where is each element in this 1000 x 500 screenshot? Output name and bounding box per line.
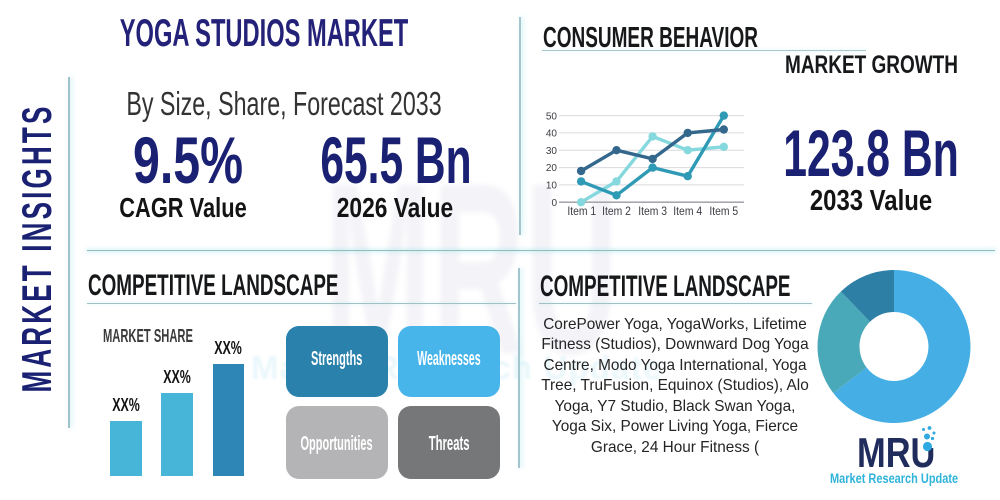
svg-text:20: 20	[546, 163, 558, 174]
svg-text:Item 5: Item 5	[709, 206, 738, 218]
svg-text:0: 0	[551, 198, 557, 209]
svg-text:50: 50	[546, 111, 558, 122]
svg-text:40: 40	[546, 129, 558, 140]
svg-text:30: 30	[546, 146, 558, 157]
svg-text:Item 3: Item 3	[638, 206, 667, 218]
svg-text:Item 2: Item 2	[602, 206, 631, 218]
svg-text:10: 10	[546, 181, 558, 192]
svg-text:Item 4: Item 4	[673, 206, 702, 218]
svg-text:Item 1: Item 1	[567, 206, 596, 218]
